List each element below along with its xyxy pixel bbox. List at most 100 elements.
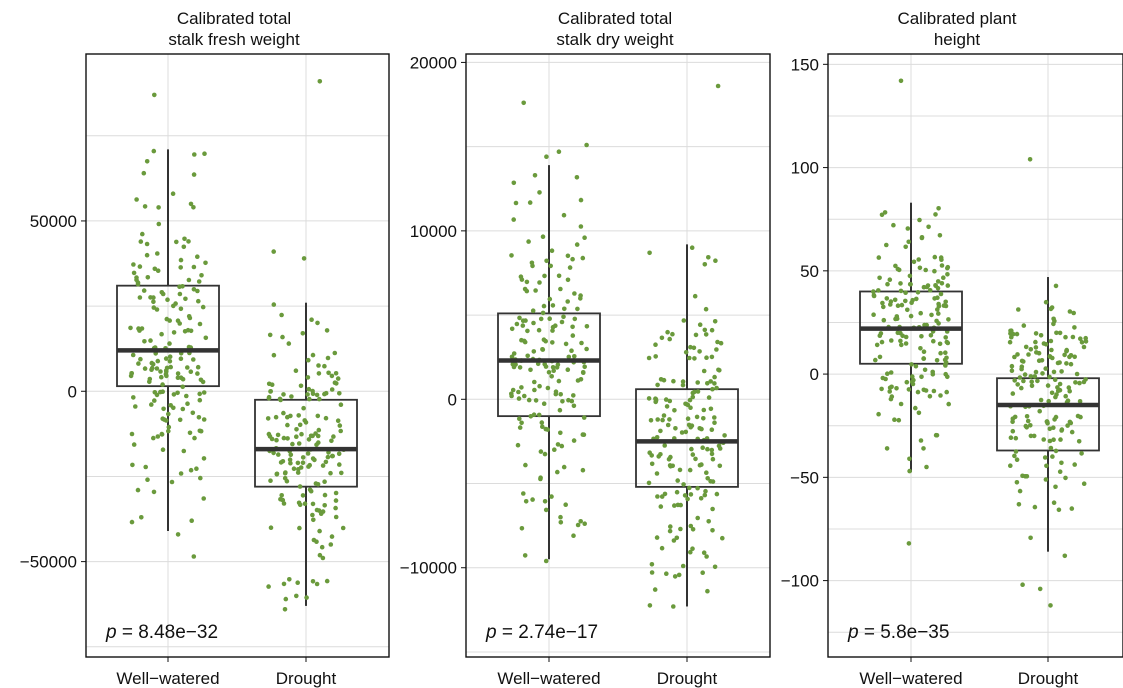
data-point [652, 587, 658, 592]
data-point [694, 414, 700, 420]
data-point [542, 273, 547, 279]
data-point [930, 369, 935, 375]
data-point [273, 414, 279, 420]
data-point [935, 285, 941, 291]
data-point [560, 399, 565, 404]
data-point [562, 306, 567, 312]
data-point [166, 424, 172, 430]
data-point [322, 492, 328, 498]
data-point [943, 335, 948, 340]
data-point [544, 258, 549, 264]
data-point [530, 497, 535, 502]
data-point [1028, 374, 1034, 379]
data-point [653, 354, 658, 359]
y-tick-label: 0 [68, 382, 77, 401]
data-point [1038, 333, 1044, 338]
data-point [709, 354, 715, 360]
x-tick-label: Drought [1018, 669, 1079, 688]
data-point [1057, 469, 1063, 475]
p-value-annotation: p = 5.8e−35 [847, 622, 949, 643]
data-point [710, 479, 716, 484]
data-point [167, 341, 172, 346]
data-point [279, 493, 285, 498]
data-point [528, 414, 534, 419]
data-point [151, 148, 157, 154]
data-point [1062, 352, 1067, 358]
data-point [310, 501, 316, 507]
data-point [298, 465, 304, 470]
data-point [648, 418, 654, 423]
data-point [575, 306, 580, 312]
y-tick-label: 150 [791, 55, 819, 74]
data-point [533, 398, 539, 403]
data-point [520, 323, 526, 328]
data-point [522, 553, 528, 558]
data-point [876, 255, 882, 260]
data-point [934, 358, 940, 363]
data-point [1051, 321, 1056, 327]
data-point [1028, 423, 1033, 428]
data-point [667, 417, 672, 422]
p-symbol: p [847, 622, 859, 643]
data-point [520, 318, 526, 324]
data-point [664, 571, 669, 576]
data-point [191, 205, 196, 210]
data-point [271, 450, 276, 456]
data-point [137, 264, 143, 269]
y-tick-label: −50 [790, 468, 819, 487]
data-point [185, 401, 190, 407]
data-point [305, 392, 310, 397]
data-point [661, 413, 667, 418]
data-point [331, 434, 336, 439]
data-point [559, 319, 565, 325]
data-point [903, 298, 908, 304]
data-point [705, 446, 710, 452]
data-point [1038, 397, 1044, 403]
data-point [709, 427, 715, 433]
data-point [144, 241, 150, 247]
data-point [1051, 500, 1057, 506]
data-point [574, 242, 580, 247]
data-point [666, 457, 672, 462]
data-point [656, 454, 661, 459]
data-point [546, 370, 552, 375]
data-point [680, 382, 686, 388]
data-point [533, 288, 538, 293]
data-point [692, 356, 697, 361]
data-point [203, 335, 209, 341]
data-point [1020, 582, 1025, 587]
data-point [186, 314, 192, 319]
data-point [133, 404, 138, 409]
data-point [558, 286, 563, 292]
data-point [275, 432, 281, 438]
data-point [938, 350, 943, 356]
data-point [710, 386, 715, 392]
data-point [1051, 369, 1057, 375]
data-point [553, 323, 558, 329]
data-point [130, 462, 135, 468]
data-point [307, 396, 312, 402]
data-point [690, 527, 696, 532]
data-point [511, 364, 517, 370]
data-point [659, 545, 665, 551]
data-point [160, 416, 165, 422]
data-point [907, 273, 913, 279]
data-point [332, 380, 338, 386]
data-point [699, 462, 704, 467]
data-point [527, 200, 533, 205]
data-point [1012, 453, 1017, 459]
data-point [672, 503, 677, 508]
data-point [181, 244, 187, 250]
data-point [1050, 454, 1055, 459]
data-point [128, 325, 133, 331]
data-point [1044, 463, 1049, 469]
data-point [1073, 380, 1078, 385]
data-point [710, 528, 715, 533]
data-point [578, 377, 584, 382]
data-point [163, 356, 169, 361]
data-point [1044, 419, 1050, 424]
data-point [1074, 371, 1080, 377]
data-point [294, 427, 299, 432]
data-point [674, 489, 680, 495]
data-point [888, 370, 894, 375]
